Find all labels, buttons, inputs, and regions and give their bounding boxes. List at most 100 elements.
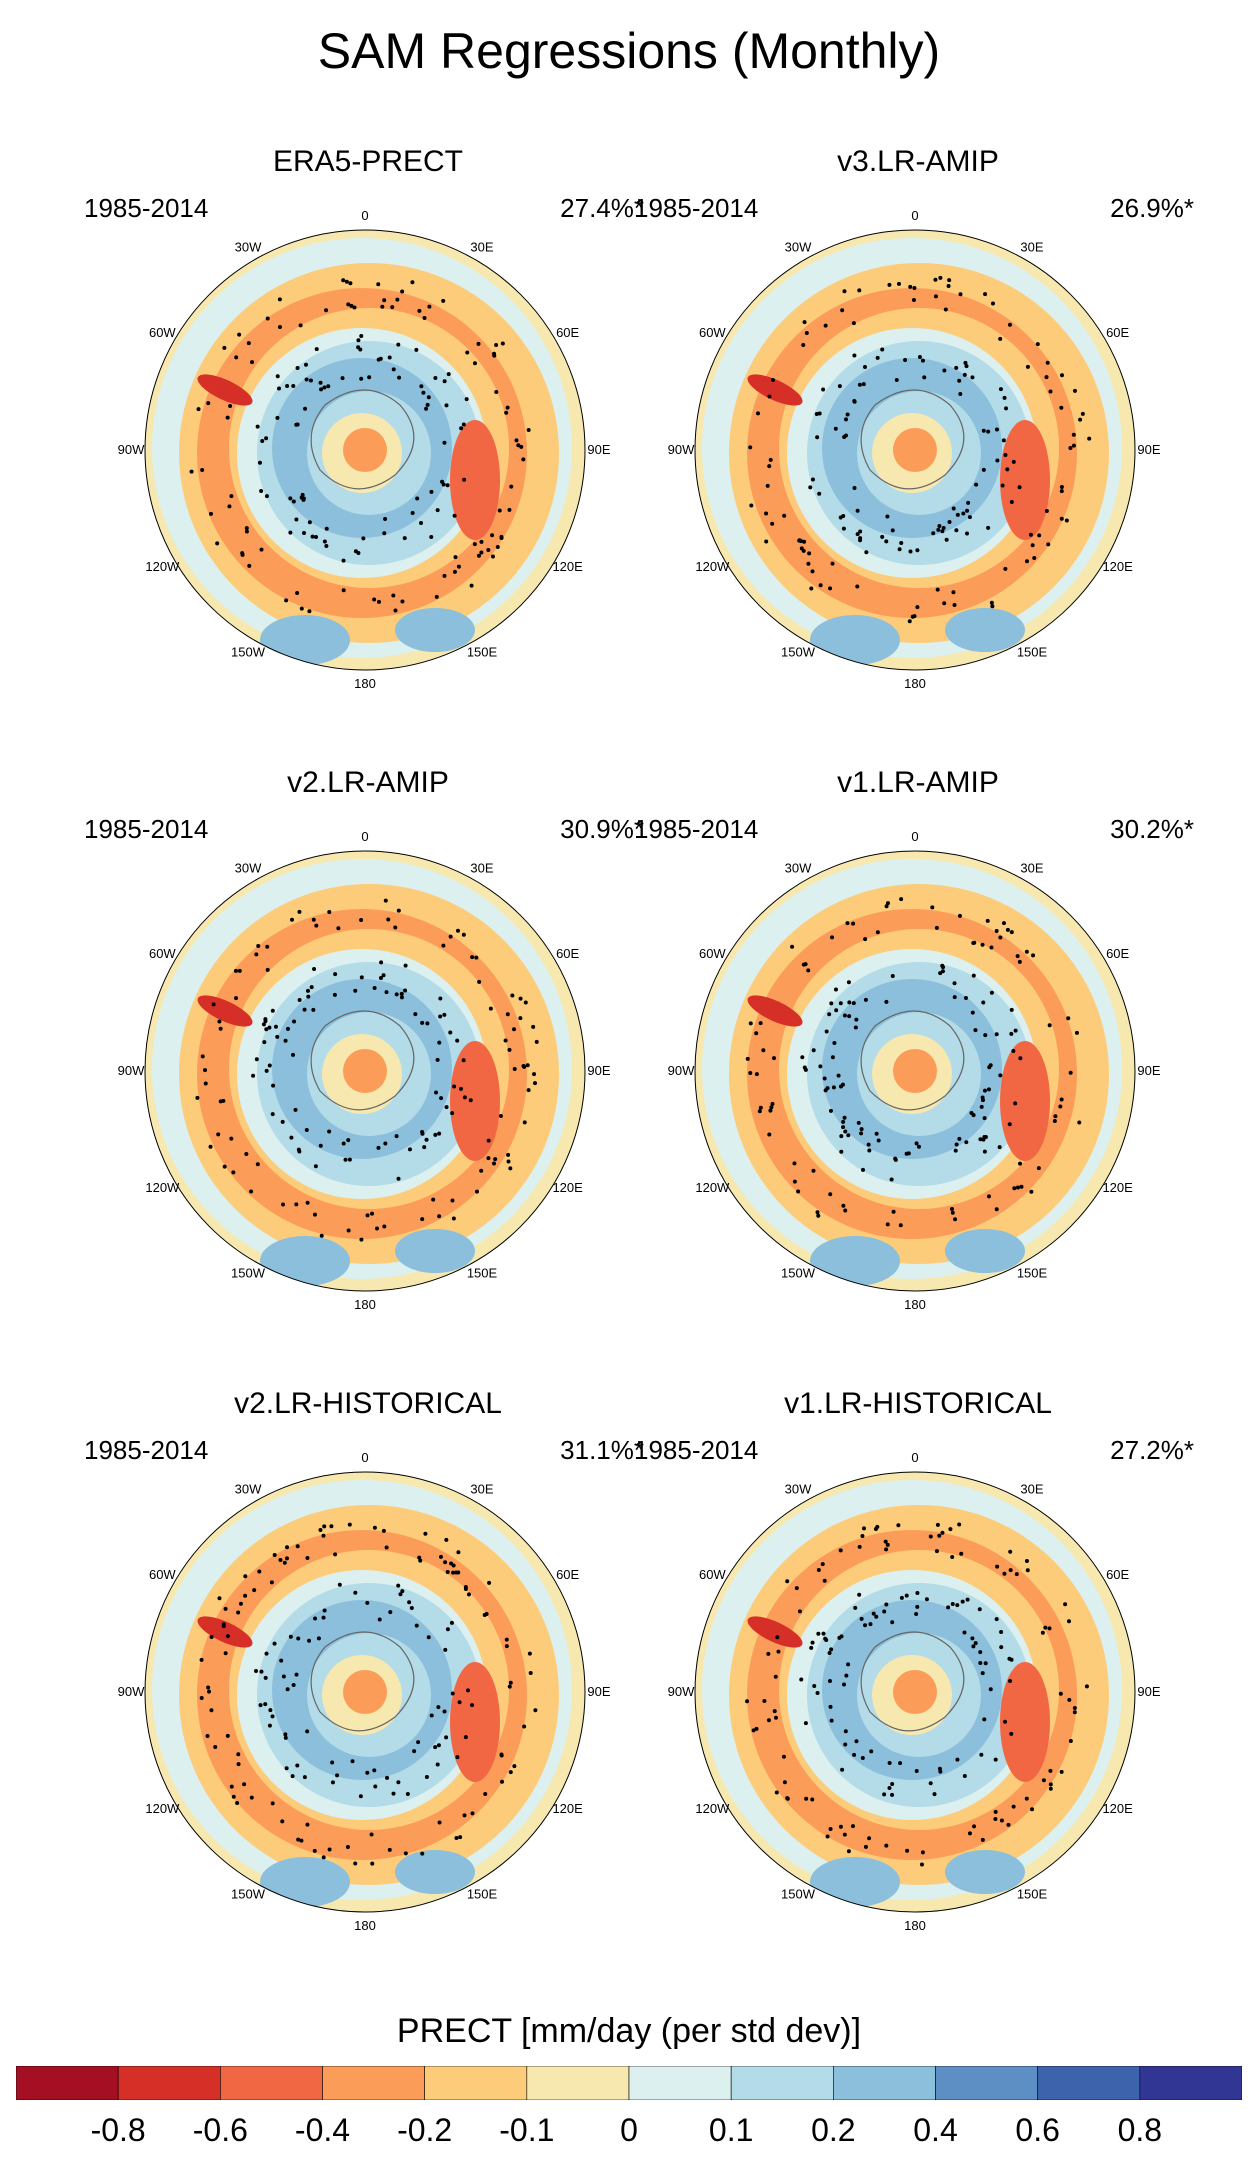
coastline: [310, 1010, 415, 1111]
stipple-dot: [222, 1164, 227, 1169]
stipple-dot: [203, 1068, 208, 1073]
stipple-dot: [383, 517, 388, 522]
stipple-dot: [1024, 1558, 1029, 1563]
stipple-dot: [434, 1090, 439, 1095]
stipple-dot: [887, 1761, 892, 1766]
stipple-dot: [260, 438, 265, 443]
stipple-dot: [828, 1192, 833, 1197]
stipple-dot: [1007, 322, 1012, 327]
stipple-dot: [757, 1109, 762, 1114]
stipple-dot: [296, 1636, 301, 1641]
stipple-dot: [1044, 509, 1049, 514]
stipple-dot: [1011, 459, 1016, 464]
stipple-dot: [259, 1669, 264, 1674]
stipple-dot: [816, 1567, 821, 1572]
stipple-dot: [461, 422, 466, 427]
stipple-dot: [950, 1602, 955, 1607]
stipple-dot: [896, 1523, 901, 1528]
longitude-label: 150W: [781, 1266, 816, 1281]
stipple-dot: [494, 343, 499, 348]
stipple-dot: [507, 507, 512, 512]
stipple-dot: [284, 598, 289, 603]
stipple-dot: [1009, 1031, 1014, 1036]
stipple-dot: [825, 1086, 830, 1091]
stipple-dot: [376, 599, 381, 604]
longitude-label: 150W: [231, 1887, 266, 1902]
pole-blob: [343, 1049, 387, 1093]
stipple-dot: [301, 496, 306, 501]
stipple-dot: [836, 1073, 841, 1078]
stipple-dot: [773, 1715, 778, 1720]
stipple-dot: [237, 968, 242, 973]
stipple-dot: [462, 477, 467, 482]
stipple-dot: [319, 387, 324, 392]
stipple-dot: [952, 602, 957, 607]
stipple-dot: [987, 1065, 992, 1070]
stipple-dot: [961, 511, 966, 516]
stipple-dot: [1058, 1104, 1063, 1109]
stipple-dot: [842, 1013, 847, 1018]
stipple-dot: [874, 1614, 879, 1619]
stipple-dot: [982, 1134, 987, 1139]
stipple-dot: [417, 1555, 422, 1560]
panel-title: v3.LR-AMIP: [837, 145, 999, 178]
stipple-dot: [890, 528, 895, 533]
stipple-dot: [994, 1032, 999, 1037]
stipple-dot: [837, 384, 842, 389]
stipple-dot: [417, 308, 422, 313]
stipple-dot: [1059, 1097, 1064, 1102]
stipple-dot: [418, 1558, 423, 1563]
map-border: [144, 850, 586, 1292]
stipple-dot: [862, 1526, 867, 1531]
stipple-dot: [1009, 1731, 1014, 1736]
stipple-dot: [479, 550, 484, 555]
longitude-label: 90W: [668, 1684, 695, 1699]
stipple-dot: [914, 1611, 919, 1616]
stipple-dot: [199, 1696, 204, 1701]
stipple-dot: [828, 586, 833, 591]
stipple-dot: [970, 375, 975, 380]
stipple-dot: [353, 549, 358, 554]
stipple-dot: [227, 504, 232, 509]
stipple-dot: [863, 937, 868, 942]
stipple-dot: [348, 281, 353, 286]
stipple-dot: [419, 384, 424, 389]
stipple-dot: [203, 1081, 208, 1086]
stipple-dot: [864, 550, 869, 555]
stipple-dot: [426, 1635, 431, 1640]
stipple-dot: [989, 990, 994, 995]
stipple-dot: [378, 975, 383, 980]
stipple-dot: [450, 1691, 455, 1696]
stipple-dot: [458, 1086, 463, 1091]
stipple-dot: [983, 1033, 988, 1038]
stipple-dot: [313, 1616, 318, 1621]
stipple-dot: [973, 1641, 978, 1646]
stipple-dot: [863, 1623, 868, 1628]
stipple-dot: [384, 990, 389, 995]
longitude-label: 120W: [695, 559, 730, 574]
stipple-dot: [981, 428, 986, 433]
stipple-dot: [222, 345, 227, 350]
stipple-dot: [420, 1131, 425, 1136]
stipple-dot: [431, 1197, 436, 1202]
stipple-dot: [340, 376, 345, 381]
stipple-dot: [229, 1784, 234, 1789]
colorbar-swatch: [322, 2066, 425, 2100]
stipple-dot: [359, 975, 364, 980]
stipple-dot: [846, 1662, 851, 1667]
stipple-dot: [290, 917, 295, 922]
stipple-dot: [884, 1843, 889, 1848]
stipple-dot: [914, 1141, 919, 1146]
stipple-dot: [283, 1732, 288, 1737]
stipple-dot: [954, 365, 959, 370]
stipple-dot: [421, 390, 426, 395]
stipple-dot: [462, 1813, 467, 1818]
stipple-dot: [767, 464, 772, 469]
stipple-dot: [238, 1601, 243, 1606]
stipple-dot: [244, 526, 249, 531]
stipple-dot: [957, 913, 962, 918]
stipple-dot: [799, 1677, 804, 1682]
stipple-dot: [983, 1661, 988, 1666]
stipple-dot: [233, 968, 238, 973]
longitude-label: 90E: [587, 1063, 610, 1078]
